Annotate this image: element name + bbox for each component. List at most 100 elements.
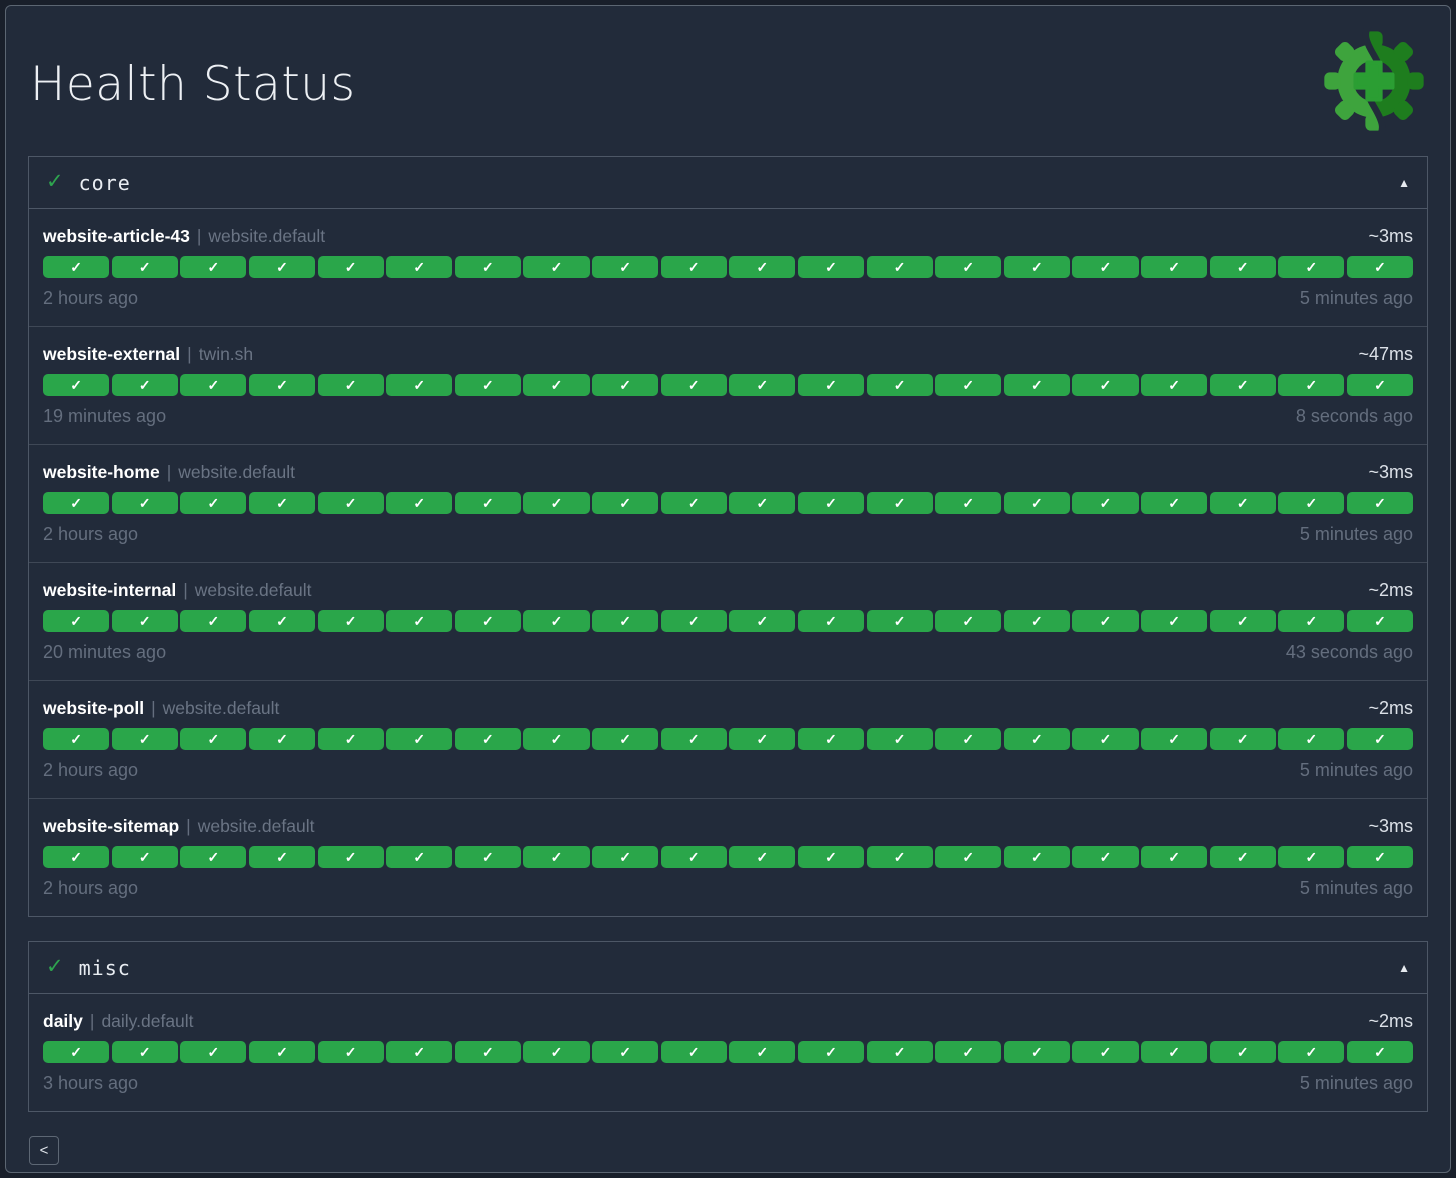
health-check-pill[interactable]: ✓ [454,256,521,278]
collapse-arrow-icon[interactable]: ▲ [1398,175,1410,190]
health-check-pill[interactable]: ✓ [386,492,453,514]
health-check-pill[interactable]: ✓ [1278,1041,1345,1063]
health-check-pill[interactable]: ✓ [1141,374,1208,396]
health-check-pill[interactable]: ✓ [729,846,796,868]
section-header-misc[interactable]: ✓ misc ▲ [29,942,1427,994]
health-check-pill[interactable]: ✓ [111,492,178,514]
health-check-pill[interactable]: ✓ [386,374,453,396]
health-check-pill[interactable]: ✓ [797,374,864,396]
health-check-pill[interactable]: ✓ [1141,492,1208,514]
health-check-pill[interactable]: ✓ [523,492,590,514]
health-check-pill[interactable]: ✓ [1346,1041,1413,1063]
health-check-pill[interactable]: ✓ [1072,728,1139,750]
health-check-pill[interactable]: ✓ [1072,1041,1139,1063]
health-check-pill[interactable]: ✓ [111,610,178,632]
health-check-pill[interactable]: ✓ [866,610,933,632]
health-check-pill[interactable]: ✓ [1209,610,1276,632]
health-check-pill[interactable]: ✓ [935,846,1002,868]
health-check-pill[interactable]: ✓ [1209,728,1276,750]
health-check-pill[interactable]: ✓ [660,374,727,396]
health-check-pill[interactable]: ✓ [1141,1041,1208,1063]
health-check-pill[interactable]: ✓ [317,846,384,868]
health-check-pill[interactable]: ✓ [660,846,727,868]
health-check-pill[interactable]: ✓ [1003,846,1070,868]
health-check-pill[interactable]: ✓ [797,492,864,514]
health-check-pill[interactable]: ✓ [523,728,590,750]
health-check-pill[interactable]: ✓ [111,374,178,396]
health-check-pill[interactable]: ✓ [592,256,659,278]
health-check-pill[interactable]: ✓ [1072,846,1139,868]
health-check-pill[interactable]: ✓ [866,728,933,750]
health-check-pill[interactable]: ✓ [180,846,247,868]
health-check-pill[interactable]: ✓ [248,728,315,750]
health-check-pill[interactable]: ✓ [1003,374,1070,396]
health-check-pill[interactable]: ✓ [180,492,247,514]
health-check-pill[interactable]: ✓ [180,1041,247,1063]
health-check-pill[interactable]: ✓ [1141,256,1208,278]
health-check-pill[interactable]: ✓ [180,610,247,632]
health-check-pill[interactable]: ✓ [935,728,1002,750]
health-check-pill[interactable]: ✓ [866,1041,933,1063]
health-check-pill[interactable]: ✓ [386,846,453,868]
health-check-pill[interactable]: ✓ [797,610,864,632]
health-check-pill[interactable]: ✓ [1209,1041,1276,1063]
health-check-pill[interactable]: ✓ [317,492,384,514]
health-check-pill[interactable]: ✓ [1003,256,1070,278]
health-check-pill[interactable]: ✓ [592,1041,659,1063]
health-check-pill[interactable]: ✓ [454,728,521,750]
health-check-pill[interactable]: ✓ [43,846,110,868]
health-check-pill[interactable]: ✓ [1141,610,1208,632]
health-check-pill[interactable]: ✓ [1209,256,1276,278]
health-check-pill[interactable]: ✓ [660,1041,727,1063]
health-check-pill[interactable]: ✓ [43,374,110,396]
health-check-pill[interactable]: ✓ [935,492,1002,514]
health-check-pill[interactable]: ✓ [592,492,659,514]
health-check-pill[interactable]: ✓ [1346,610,1413,632]
collapse-arrow-icon[interactable]: ▲ [1398,960,1410,975]
health-check-pill[interactable]: ✓ [248,846,315,868]
health-check-pill[interactable]: ✓ [660,728,727,750]
health-check-pill[interactable]: ✓ [523,610,590,632]
health-check-pill[interactable]: ✓ [1141,728,1208,750]
health-check-pill[interactable]: ✓ [386,256,453,278]
health-check-pill[interactable]: ✓ [180,256,247,278]
health-check-pill[interactable]: ✓ [1278,492,1345,514]
health-check-pill[interactable]: ✓ [111,728,178,750]
section-header-core[interactable]: ✓ core ▲ [29,157,1427,209]
health-check-pill[interactable]: ✓ [935,256,1002,278]
health-check-pill[interactable]: ✓ [180,728,247,750]
health-check-pill[interactable]: ✓ [1278,610,1345,632]
health-check-pill[interactable]: ✓ [248,256,315,278]
health-check-pill[interactable]: ✓ [660,610,727,632]
health-check-pill[interactable]: ✓ [1072,610,1139,632]
health-check-pill[interactable]: ✓ [454,374,521,396]
health-check-pill[interactable]: ✓ [454,1041,521,1063]
health-check-pill[interactable]: ✓ [317,256,384,278]
health-check-pill[interactable]: ✓ [1346,256,1413,278]
health-check-pill[interactable]: ✓ [592,374,659,396]
health-check-pill[interactable]: ✓ [1209,374,1276,396]
back-button[interactable]: < [29,1136,59,1165]
health-check-pill[interactable]: ✓ [43,1041,110,1063]
health-check-pill[interactable]: ✓ [1072,256,1139,278]
health-check-pill[interactable]: ✓ [1003,492,1070,514]
health-check-pill[interactable]: ✓ [454,492,521,514]
health-check-pill[interactable]: ✓ [797,846,864,868]
health-check-pill[interactable]: ✓ [111,846,178,868]
health-check-pill[interactable]: ✓ [317,1041,384,1063]
health-check-pill[interactable]: ✓ [797,256,864,278]
health-check-pill[interactable]: ✓ [523,374,590,396]
health-check-pill[interactable]: ✓ [111,1041,178,1063]
health-check-pill[interactable]: ✓ [1003,728,1070,750]
health-check-pill[interactable]: ✓ [454,610,521,632]
health-check-pill[interactable]: ✓ [248,374,315,396]
health-check-pill[interactable]: ✓ [866,492,933,514]
health-check-pill[interactable]: ✓ [866,846,933,868]
health-check-pill[interactable]: ✓ [454,846,521,868]
health-check-pill[interactable]: ✓ [1209,846,1276,868]
health-check-pill[interactable]: ✓ [248,610,315,632]
health-check-pill[interactable]: ✓ [248,492,315,514]
health-check-pill[interactable]: ✓ [797,1041,864,1063]
health-check-pill[interactable]: ✓ [1346,728,1413,750]
health-check-pill[interactable]: ✓ [43,728,110,750]
